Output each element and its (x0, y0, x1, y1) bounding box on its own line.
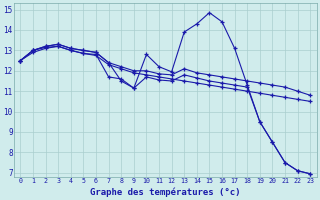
X-axis label: Graphe des températures (°c): Graphe des températures (°c) (90, 187, 241, 197)
